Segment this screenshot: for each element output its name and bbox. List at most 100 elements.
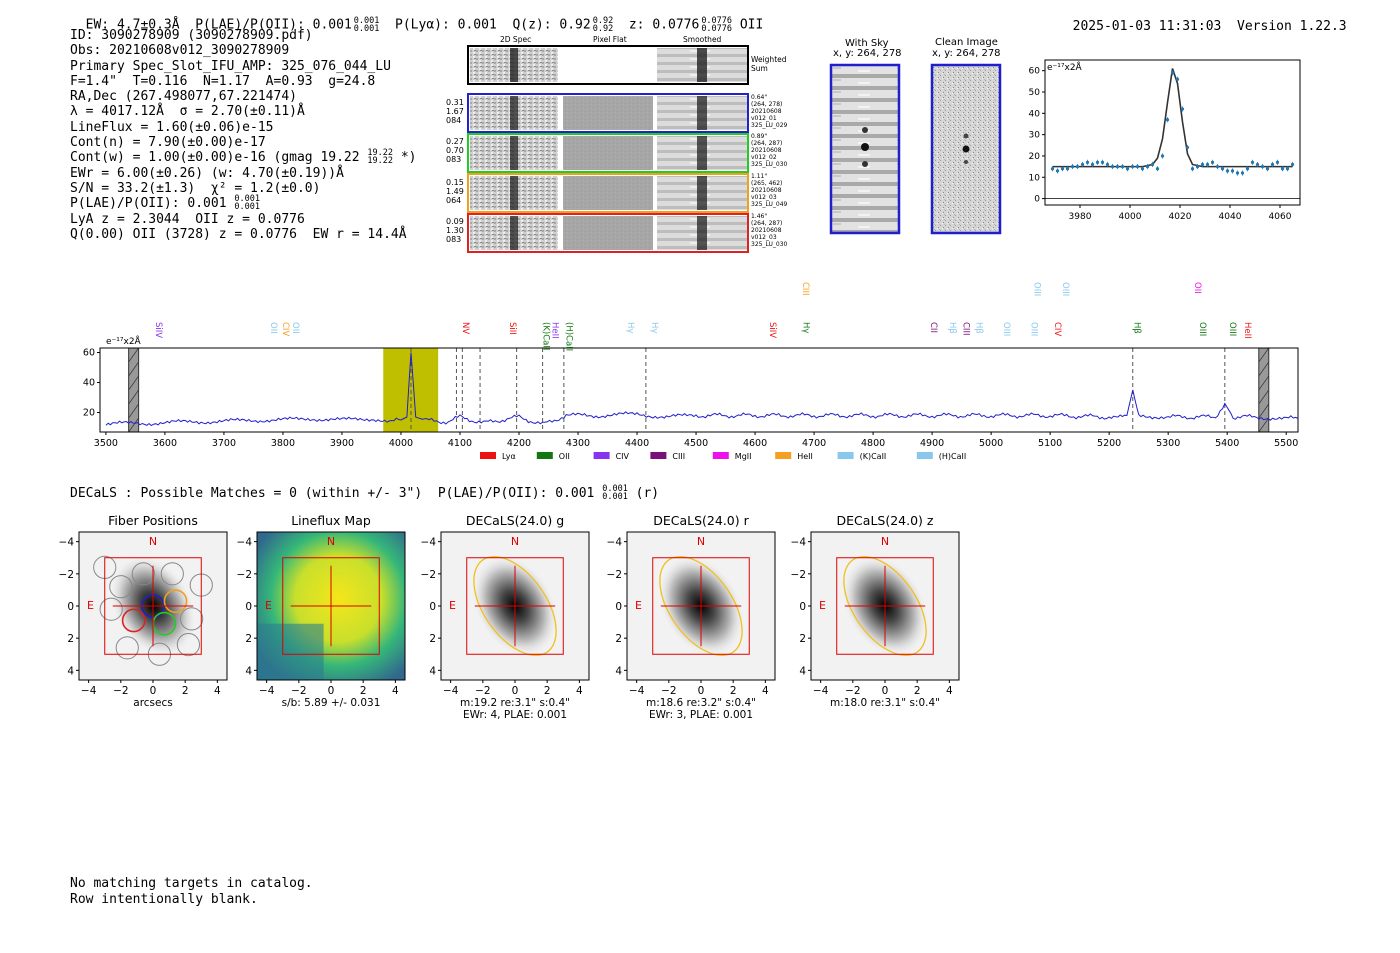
panel-xtick-label: 2 [914, 685, 921, 697]
panel-xtick-label: −2 [291, 685, 306, 697]
zoom-ytick-label: 50 [1029, 88, 1041, 98]
decals-title-end: (r) [627, 486, 660, 501]
emission-line-label: CIV [280, 322, 290, 336]
zoom-data-point [1265, 167, 1270, 171]
panel-ytick-label: 0 [615, 601, 622, 613]
panel-xtick-label: 2 [182, 685, 189, 697]
info-obs: Obs: 20210608v012_3090278909 [70, 43, 290, 59]
panel-xtick-label: 0 [150, 685, 157, 697]
row-right-label: 0.64" (264, 278) 20210608 v012_01 325_LU… [751, 94, 788, 129]
emission-line-label: OII [1192, 282, 1202, 294]
header-timestamp: 2025-01-03 11:31:03 [1072, 19, 1222, 34]
spectrum-xtick-label: 3700 [212, 438, 236, 449]
zoom-xtick-label: 4020 [1169, 212, 1192, 222]
east-label: E [265, 599, 272, 612]
aperture-ellipse [659, 555, 743, 657]
info-q: Q(0.00) OII (3728) z = 0.0776 EW r = 14.… [70, 226, 407, 242]
info-contw: Cont(w) = 1.00(±0.00)e-16 (gmag 19.22 [70, 150, 360, 166]
panel-ytick-label: 4 [429, 665, 436, 677]
cutout-row [467, 93, 749, 133]
emission-line-label: CIII [960, 322, 970, 335]
spectrum-xtick-label: 4800 [861, 438, 885, 449]
row-right-label: 1.11" (265, 462) 20210608 v012_03 325_LU… [751, 173, 788, 208]
emission-line-label: SiIV [153, 322, 163, 338]
decals-title-sup: 0.001 [602, 484, 628, 494]
zoom-data-point [1100, 160, 1105, 164]
header-plae-sub: 0.001 [353, 24, 380, 34]
info-lineflux: LineFlux = 1.60(±0.06)e-15 [70, 119, 274, 135]
cutout-grid-svg [467, 45, 749, 253]
zoom-data-point [1260, 165, 1265, 169]
legend-label: CIII [672, 452, 685, 461]
panel-ytick-label: −2 [607, 569, 622, 581]
emission-line-label: OII [290, 322, 300, 334]
info-contw-end: *) [393, 150, 417, 166]
line-zoom-plot: 0 10 20 30 40 50 60 3980 4000 4020 4040 4060 e⁻¹⁷x2Å [1029, 59, 1301, 222]
zoom-data-point [1290, 162, 1295, 167]
north-label: N [511, 535, 519, 548]
decals-panels: Fiber Positions N E −4 4 −2 2 0 0 2 −2 4 −4 arcsecs Li… [59, 513, 960, 721]
panel-caption: EWr: 3, PLAE: 0.001 [649, 709, 753, 721]
header-plae-sup: 0.001 [353, 16, 380, 26]
panel-ytick-label: 2 [615, 633, 622, 645]
fiber-circle [163, 589, 188, 614]
panel-ytick-label: 2 [799, 633, 806, 645]
search-box [104, 557, 202, 655]
panel-xtick-label: 4 [392, 685, 399, 697]
spectrum-xtick-label: 4600 [743, 438, 767, 449]
zoom-data-point [1160, 154, 1165, 158]
hatch-line [1258, 375, 1270, 391]
zoom-data-point [1270, 162, 1275, 167]
zoom-data-point [1105, 162, 1110, 167]
info-lya: LyA z = 2.3044 OII z = 0.0776 [70, 211, 305, 227]
zoom-data-point [1220, 167, 1225, 171]
panel-xtick-label: −2 [113, 685, 128, 697]
zoom-data-point [1205, 162, 1210, 167]
zoom-ytick-label: 40 [1029, 109, 1041, 119]
legend-label: Lyα [502, 452, 516, 461]
legend-swatch [593, 452, 610, 459]
aperture-ellipse [843, 555, 927, 657]
info-contw-sup: 19.22 [367, 148, 394, 159]
row-left-label: 0.27 0.70 083 [446, 137, 464, 164]
weighted-sum-label: Weighted Sum [751, 55, 787, 73]
fiber-circle [99, 597, 123, 621]
legend-swatch [837, 452, 854, 459]
hatch-line [1258, 403, 1270, 419]
row-left-label: 0.31 1.67 084 [446, 98, 464, 125]
panel-caption: m:18.0 re:3.1" s:0.4" [830, 697, 940, 709]
spectrum-xtick-label: 4000 [389, 438, 413, 449]
north-label: N [327, 535, 335, 548]
zoom-data-point [1245, 167, 1250, 171]
zoom-unit-label: e⁻¹⁷x2Å [1047, 61, 1083, 73]
masked-region-box [128, 347, 140, 433]
panel-xtick-label: 4 [762, 685, 769, 697]
panel-xtick-label: 2 [544, 685, 551, 697]
zoom-data-point [1050, 167, 1055, 171]
spectrum-xtick-label: 4500 [684, 438, 708, 449]
zoom-axes-frame [1044, 59, 1301, 206]
decals-title-sub: 0.001 [602, 491, 628, 502]
info-plae-row: P(LAE)/P(OII): 0.001 0.001 0.001 [70, 195, 417, 211]
emission-line-label: OII [268, 322, 278, 334]
info-fiber: F=1.4" T=0.116 N=1.17 A=0.93 g=24.8 [70, 73, 376, 89]
fiber-circle [176, 633, 200, 657]
emission-line-label: Hγ [625, 322, 635, 333]
spectrum-xtick-label: 4300 [566, 438, 590, 449]
spectra-cutout-grid: 2D Spec Pixel Flat Smoothed Weighted Sum… [440, 30, 790, 260]
row-left-label: 0.15 1.49 064 [446, 178, 464, 205]
info-contw-row: Cont(w) = 1.00(±0.00)e-16 (gmag 19.22 19… [70, 148, 417, 166]
panel-xtick-label: 0 [698, 685, 705, 697]
panel-ytick-label: 4 [245, 665, 252, 677]
spectrum-xtick-label: 4700 [802, 438, 826, 449]
spectrum-ytick-label: 60 [83, 348, 95, 359]
info-ewr: EWr = 6.00(±0.26) (w: 4.70(±0.19))Å [70, 165, 344, 181]
panel-caption: s/b: 5.89 +/- 0.031 [282, 697, 381, 709]
east-label: E [87, 599, 94, 612]
zoom-data-point [1140, 167, 1145, 171]
panel-xtick-label: −4 [629, 685, 645, 697]
zoom-xtick-label: 4040 [1219, 212, 1242, 222]
legend-label: HeII [797, 452, 813, 461]
zoom-xtick-label: 4000 [1119, 212, 1142, 222]
